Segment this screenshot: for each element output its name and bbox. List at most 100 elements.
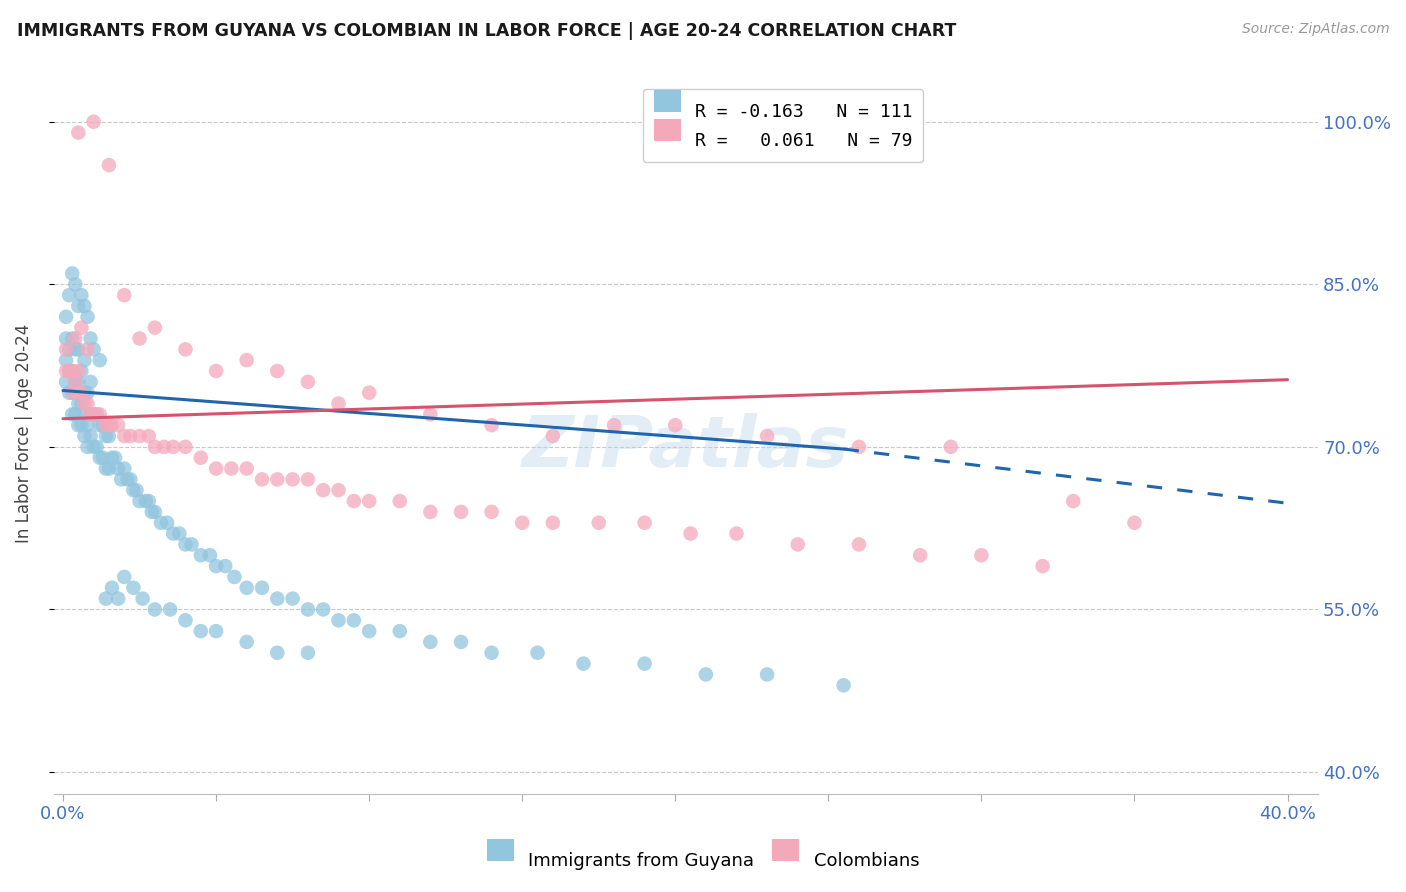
Point — [86, 440, 108, 454]
Point — [76, 418, 98, 433]
Point — [76, 310, 98, 324]
Point — [83, 343, 105, 357]
Point — [190, 624, 212, 639]
Legend: R = -0.163   N = 111, R =   0.061   N = 79: R = -0.163 N = 111, R = 0.061 N = 79 — [643, 89, 924, 162]
Point — [89, 418, 111, 433]
Point — [97, 158, 120, 172]
Point — [58, 343, 80, 357]
Point — [848, 440, 870, 454]
Point — [143, 602, 166, 616]
Point — [419, 505, 441, 519]
Point — [79, 331, 101, 345]
Point — [725, 526, 748, 541]
Point — [143, 440, 166, 454]
Point — [128, 494, 150, 508]
Point — [481, 505, 503, 519]
Point — [205, 461, 228, 475]
Point — [67, 375, 90, 389]
Point — [190, 450, 212, 465]
Point — [162, 440, 184, 454]
Point — [541, 516, 564, 530]
Point — [67, 299, 90, 313]
Point — [55, 364, 77, 378]
Point — [55, 331, 77, 345]
Point — [58, 364, 80, 378]
Point — [939, 440, 962, 454]
Text: ZIPatlas: ZIPatlas — [522, 413, 849, 483]
Point — [58, 364, 80, 378]
Point — [112, 570, 135, 584]
Point — [65, 375, 87, 389]
Point — [94, 418, 117, 433]
Point — [450, 635, 472, 649]
Point — [70, 288, 93, 302]
Point — [65, 408, 87, 422]
Point — [138, 429, 160, 443]
Point — [149, 516, 172, 530]
Point — [1032, 559, 1054, 574]
Legend: Immigrants from Guyana, Colombians: Immigrants from Guyana, Colombians — [479, 842, 927, 879]
Point — [83, 408, 105, 422]
Point — [679, 526, 702, 541]
Point — [250, 472, 273, 486]
Point — [60, 408, 83, 422]
Point — [297, 472, 319, 486]
Point — [58, 288, 80, 302]
Point — [83, 114, 105, 128]
Point — [174, 440, 197, 454]
Point — [58, 385, 80, 400]
Point — [328, 396, 350, 410]
Point — [67, 343, 90, 357]
Point — [221, 461, 243, 475]
Point — [70, 320, 93, 334]
Point — [107, 461, 129, 475]
Point — [70, 364, 93, 378]
Point — [83, 440, 105, 454]
Point — [60, 385, 83, 400]
Point — [89, 353, 111, 368]
Point — [312, 483, 335, 498]
Point — [205, 364, 228, 378]
Point — [135, 494, 157, 508]
Point — [79, 429, 101, 443]
Point — [131, 591, 153, 606]
Point — [101, 450, 124, 465]
Point — [122, 483, 145, 498]
Point — [91, 450, 114, 465]
Text: Source: ZipAtlas.com: Source: ZipAtlas.com — [1241, 22, 1389, 37]
Point — [73, 408, 96, 422]
Point — [143, 505, 166, 519]
Point — [328, 613, 350, 627]
Point — [162, 526, 184, 541]
Point — [60, 267, 83, 281]
Point — [756, 667, 779, 681]
Point — [281, 472, 304, 486]
Point — [65, 375, 87, 389]
Point — [60, 364, 83, 378]
Point — [214, 559, 236, 574]
Point — [832, 678, 855, 692]
Point — [60, 385, 83, 400]
Point — [541, 429, 564, 443]
Point — [70, 418, 93, 433]
Point — [266, 472, 288, 486]
Point — [128, 331, 150, 345]
Point — [180, 537, 202, 551]
Point — [60, 364, 83, 378]
Point — [107, 418, 129, 433]
Point — [67, 364, 90, 378]
Point — [481, 646, 503, 660]
Point — [235, 581, 257, 595]
Point — [174, 613, 197, 627]
Point — [73, 353, 96, 368]
Point — [235, 635, 257, 649]
Point — [73, 299, 96, 313]
Point — [510, 516, 533, 530]
Point — [122, 581, 145, 595]
Point — [250, 581, 273, 595]
Point — [79, 408, 101, 422]
Point — [55, 353, 77, 368]
Point — [67, 418, 90, 433]
Point — [297, 375, 319, 389]
Point — [91, 418, 114, 433]
